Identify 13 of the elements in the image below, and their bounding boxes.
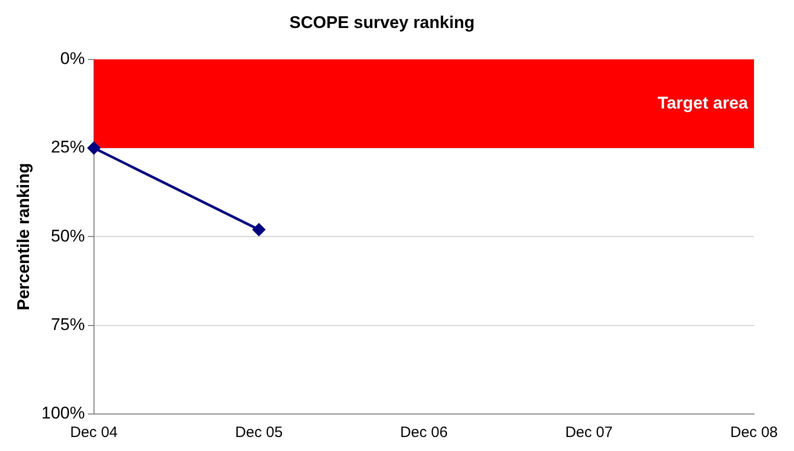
y-axis-title: Percentile ranking xyxy=(14,163,33,310)
y-tick-label: 0% xyxy=(60,49,85,68)
chart-title: SCOPE survey ranking xyxy=(289,12,475,32)
band-label: Target area xyxy=(658,93,749,112)
y-tick-label: 50% xyxy=(50,226,85,246)
y-tick-label: 75% xyxy=(50,315,85,334)
x-tick-label: Dec 06 xyxy=(400,424,448,442)
x-tick-label: Dec 04 xyxy=(70,424,118,442)
y-tick-label: 25% xyxy=(50,138,85,157)
x-tick-label: Dec 05 xyxy=(235,424,283,442)
y-tick-label: 100% xyxy=(41,404,85,423)
x-tick-label: Dec 07 xyxy=(565,424,613,442)
x-tick-label: Dec 08 xyxy=(730,424,778,442)
